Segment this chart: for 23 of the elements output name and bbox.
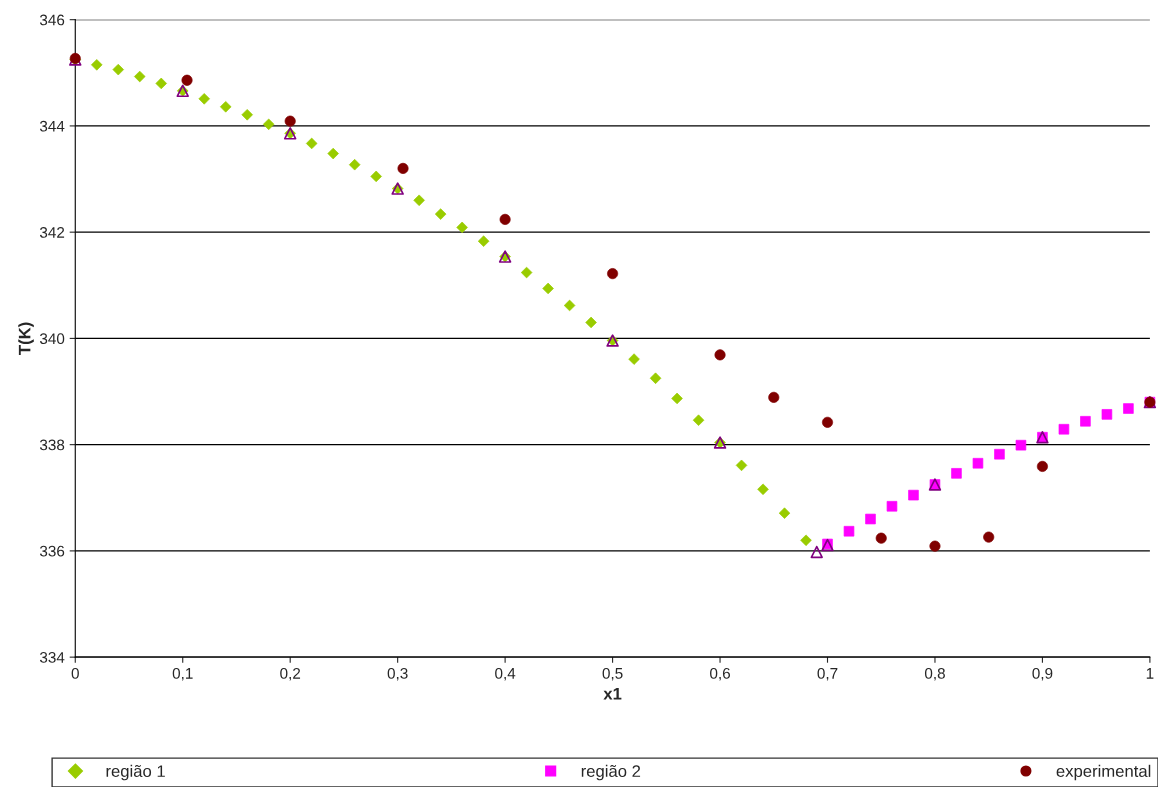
x-axis-title: x1	[603, 687, 622, 700]
y-tick-label: 340	[39, 333, 65, 345]
y-tick-label: 342	[39, 227, 65, 238]
x-tick-label: 0,2	[280, 667, 301, 681]
y-tick-label: 346	[39, 14, 65, 26]
x-tick-label: 0,1	[172, 667, 193, 681]
x-tick-label: 0	[71, 667, 79, 679]
legend-label: experimental	[1056, 764, 1151, 781]
x-tick-label: 0,8	[924, 667, 945, 681]
legend-label: região 2	[581, 764, 641, 781]
x-tick-label: 1	[1146, 668, 1154, 679]
x-tick-label: 0,9	[1032, 667, 1053, 681]
x-tick-label: 0,5	[602, 667, 623, 681]
x-tick-label: 0,7	[817, 667, 838, 681]
y-tick-label: 344	[39, 120, 65, 132]
x-tick-label: 0,3	[387, 667, 408, 681]
x-tick-label: 0,4	[495, 667, 516, 681]
y-tick-label: 334	[39, 652, 65, 663]
x-tick-label: 0,6	[710, 667, 730, 681]
y-tick-label: 336	[39, 545, 65, 557]
y-axis-title: T(K)	[18, 322, 34, 355]
legend-label: região 1	[106, 764, 165, 781]
y-tick-label: 338	[39, 439, 65, 451]
